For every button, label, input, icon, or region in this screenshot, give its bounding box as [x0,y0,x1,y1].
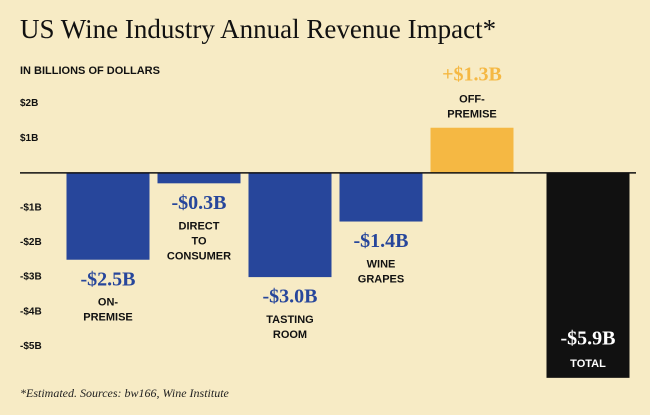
y-tick-label: $1B [20,133,38,144]
category-label: WINE GRAPES [358,258,404,285]
value-label: -$1.4B [354,230,409,252]
bar [157,172,241,184]
value-label: -$0.3B [172,192,227,214]
value-label: -$2.5B [81,268,136,290]
category-label: TOTAL [570,358,606,370]
footnote: *Estimated. Sources: bw166, Wine Institu… [20,386,230,400]
bar [339,172,423,222]
value-label: -$5.9B [561,327,616,349]
category-label: TASTING ROOM [266,314,313,341]
bar [430,127,514,173]
y-tick-label: -$5B [20,341,42,352]
category-label: OFF-PREMISE [447,94,497,121]
value-label: -$3.0B [263,286,318,308]
y-tick-label: -$1B [20,202,42,213]
y-tick-label: $2B [20,98,38,109]
bar [66,172,150,260]
y-tick-label: -$3B [20,272,42,283]
y-tick-label: -$2B [20,237,42,248]
y-tick-label: -$4B [20,306,42,317]
bar [546,172,630,378]
chart-title: US Wine Industry Annual Revenue Impact* [20,14,496,44]
value-label: +$1.3B [442,63,502,85]
chart-subtitle: IN BILLIONS OF DOLLARS [20,65,160,77]
bar [248,172,332,278]
category-label: DIRECT TO CONSUMER [167,220,231,262]
category-label: ON-PREMISE [83,297,133,324]
